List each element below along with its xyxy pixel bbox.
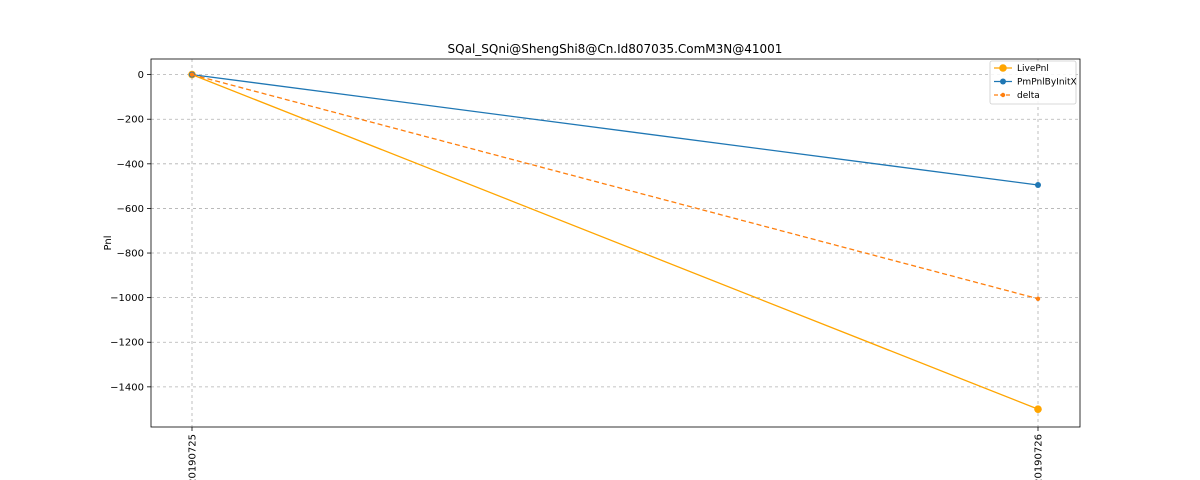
y-tick-label: −400 xyxy=(117,159,144,170)
series-line-delta xyxy=(191,73,1039,300)
data-point-delta xyxy=(1035,296,1041,301)
series-line-PmPnlByInitX xyxy=(191,73,1039,186)
legend-label-PmPnlByInitX: PmPnlByInitX xyxy=(1017,78,1077,88)
x-tick-label: 20190726 xyxy=(1034,434,1045,480)
y-tick-label: −200 xyxy=(117,115,144,126)
y-tick-label: 0 xyxy=(138,70,144,81)
y-tick-label: −800 xyxy=(117,249,144,260)
y-axis-label: Pnl xyxy=(103,236,114,251)
legend: LivePnl PmPnlByInitX delta xyxy=(989,60,1077,105)
chart-title: SQal_SQni@ShengShi8@Cn.Id807035.ComM3N@4… xyxy=(448,42,783,56)
series-line-LivePnl xyxy=(191,74,1039,410)
legend-box xyxy=(989,60,1077,105)
grid xyxy=(151,59,1080,427)
y-tick-label: −1400 xyxy=(110,382,144,393)
data-point-LivePnl xyxy=(1034,405,1042,413)
plot-frame xyxy=(150,58,1081,428)
series-group xyxy=(188,70,1042,413)
legend-marker-PmPnlByInitX xyxy=(1000,78,1006,85)
legend-label-delta: delta xyxy=(1017,91,1040,101)
legend-label-LivePnl: LivePnl xyxy=(1017,64,1049,74)
x-tick-label: 20190725 xyxy=(188,434,199,480)
y-tick-label: −1200 xyxy=(110,338,144,349)
legend-marker-delta xyxy=(1000,92,1006,98)
y-tick-label: −1000 xyxy=(110,293,144,304)
legend-marker-LivePnl xyxy=(999,64,1007,72)
y-tick-label: −600 xyxy=(117,204,144,215)
axis-ticks: 0 −200 −400 −600 −800 −1000 −1200 −1400 20190725… xyxy=(110,70,1044,480)
data-point-delta xyxy=(189,72,195,77)
data-point-PmPnlByInitX xyxy=(1035,182,1041,189)
